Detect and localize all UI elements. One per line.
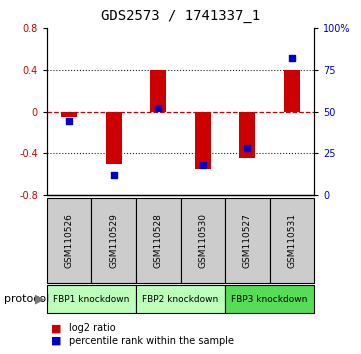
Text: FBP3 knockdown: FBP3 knockdown xyxy=(231,295,308,304)
Text: GDS2573 / 1741337_1: GDS2573 / 1741337_1 xyxy=(101,9,260,23)
Text: ■: ■ xyxy=(51,323,61,333)
Point xyxy=(155,105,161,111)
Point xyxy=(244,145,250,151)
Point xyxy=(200,162,206,167)
Bar xyxy=(106,112,122,164)
Text: ▶: ▶ xyxy=(35,293,44,306)
Text: FBP1 knockdown: FBP1 knockdown xyxy=(53,295,130,304)
Bar xyxy=(151,70,166,112)
Text: GSM110528: GSM110528 xyxy=(154,213,163,268)
Text: GSM110527: GSM110527 xyxy=(243,213,252,268)
Bar xyxy=(284,70,300,112)
Point xyxy=(289,56,295,61)
Text: percentile rank within the sample: percentile rank within the sample xyxy=(69,336,234,346)
Text: FBP2 knockdown: FBP2 knockdown xyxy=(142,295,219,304)
Text: GSM110526: GSM110526 xyxy=(65,213,74,268)
Bar xyxy=(195,112,210,169)
Text: ■: ■ xyxy=(51,336,61,346)
Point xyxy=(66,119,72,124)
Text: GSM110530: GSM110530 xyxy=(198,213,207,268)
Bar xyxy=(239,112,255,158)
Bar xyxy=(61,112,77,117)
Text: GSM110529: GSM110529 xyxy=(109,213,118,268)
Text: protocol: protocol xyxy=(4,294,49,304)
Text: GSM110531: GSM110531 xyxy=(287,213,296,268)
Point xyxy=(111,172,117,178)
Text: log2 ratio: log2 ratio xyxy=(69,323,115,333)
